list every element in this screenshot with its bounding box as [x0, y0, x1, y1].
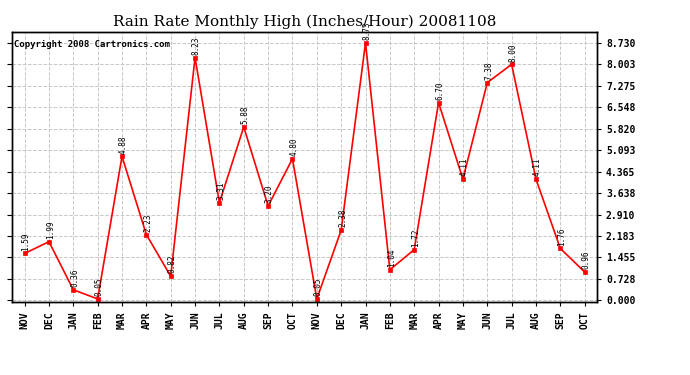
- Text: 1.59: 1.59: [21, 232, 30, 251]
- Text: 3.20: 3.20: [265, 185, 274, 203]
- Text: 0.82: 0.82: [168, 255, 177, 273]
- Text: 1.72: 1.72: [411, 228, 420, 247]
- Text: 8.23: 8.23: [192, 36, 201, 55]
- Title: Rain Rate Monthly High (Inches/Hour) 20081108: Rain Rate Monthly High (Inches/Hour) 200…: [113, 15, 496, 29]
- Text: 8.00: 8.00: [509, 43, 518, 62]
- Text: 0.05: 0.05: [314, 278, 323, 296]
- Text: 7.38: 7.38: [484, 62, 493, 80]
- Text: 8.73: 8.73: [362, 21, 371, 40]
- Text: 6.70: 6.70: [435, 81, 444, 100]
- Text: 5.88: 5.88: [241, 106, 250, 124]
- Text: 1.76: 1.76: [558, 227, 566, 246]
- Text: 2.38: 2.38: [338, 209, 347, 227]
- Text: 0.36: 0.36: [70, 268, 79, 287]
- Text: 1.04: 1.04: [387, 248, 396, 267]
- Text: 1.99: 1.99: [46, 220, 55, 239]
- Text: Copyright 2008 Cartronics.com: Copyright 2008 Cartronics.com: [14, 40, 170, 49]
- Text: 4.11: 4.11: [533, 158, 542, 176]
- Text: 0.96: 0.96: [582, 251, 591, 269]
- Text: 3.31: 3.31: [216, 182, 226, 200]
- Text: 0.05: 0.05: [95, 278, 103, 296]
- Text: 4.88: 4.88: [119, 135, 128, 154]
- Text: 2.23: 2.23: [144, 213, 152, 232]
- Text: 4.11: 4.11: [460, 158, 469, 176]
- Text: 4.80: 4.80: [289, 138, 298, 156]
